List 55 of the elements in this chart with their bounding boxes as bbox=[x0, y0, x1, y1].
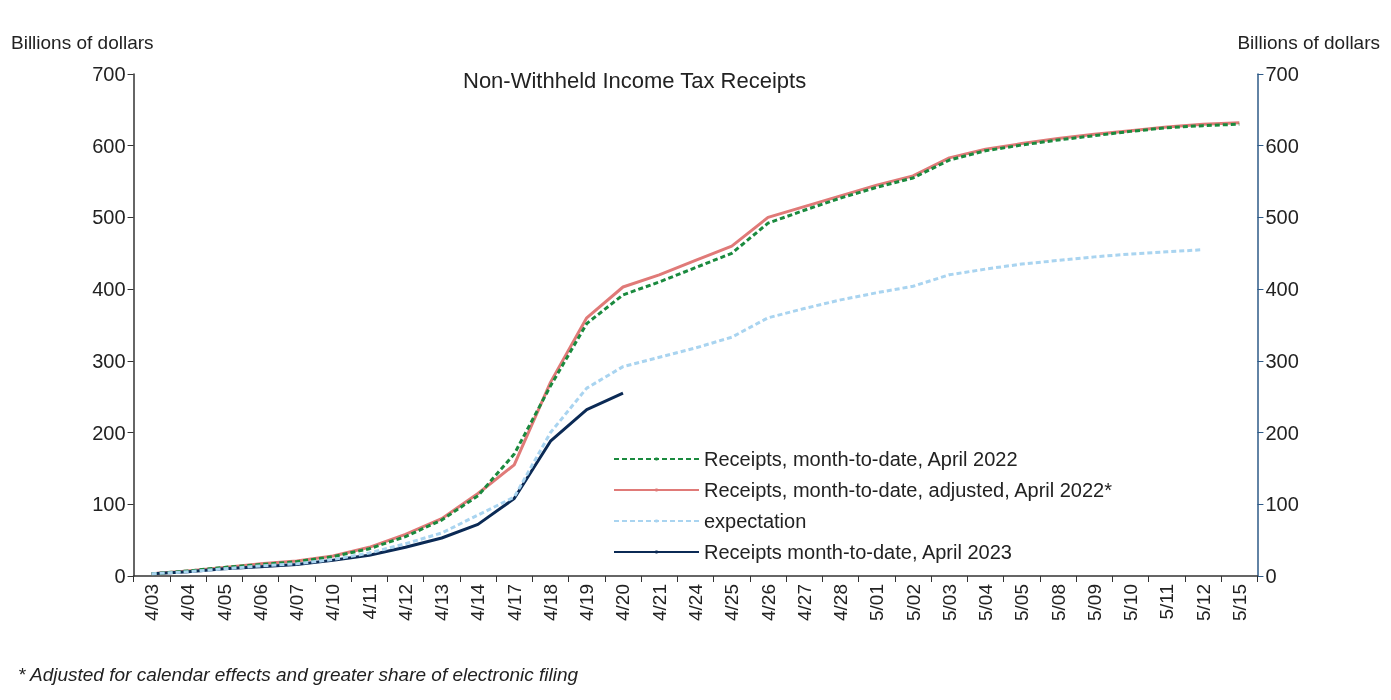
x-tick-label: 5/11 bbox=[1156, 584, 1178, 620]
x-tick-label: 5/15 bbox=[1228, 584, 1250, 621]
legend-label: Receipts, month-to-date, April 2022 bbox=[704, 448, 1018, 470]
x-tick-label: 5/10 bbox=[1120, 584, 1142, 621]
x-tick-label: 4/17 bbox=[503, 584, 525, 621]
y-tick-label: 200 bbox=[92, 421, 126, 444]
legend-label: expectation bbox=[704, 510, 807, 532]
x-tick-label: 4/28 bbox=[830, 584, 852, 621]
x-tick-label: 4/05 bbox=[213, 584, 235, 621]
y2-tick-label: 100 bbox=[1265, 493, 1299, 516]
x-tick-label: 4/11 bbox=[358, 584, 380, 620]
y2-tick-label: 300 bbox=[1265, 349, 1299, 372]
x-tick-label: 4/18 bbox=[539, 584, 561, 621]
y-axis-title: Billions of dollars bbox=[10, 32, 154, 53]
x-tick-label: 4/04 bbox=[177, 583, 199, 621]
x-tick-label: 5/08 bbox=[1047, 584, 1069, 621]
chart-title: Non-Withheld Income Tax Receipts bbox=[463, 67, 807, 93]
x-tick-label: 4/06 bbox=[249, 584, 271, 621]
y2-tick-label: 400 bbox=[1265, 278, 1299, 301]
x-tick-label: 5/04 bbox=[975, 583, 997, 621]
x-tick-label: 4/07 bbox=[286, 584, 308, 621]
y-tick-label: 100 bbox=[92, 493, 126, 516]
x-tick-label: 5/05 bbox=[1011, 584, 1033, 621]
x-tick-label: 5/12 bbox=[1192, 584, 1214, 621]
x-tick-label: 4/13 bbox=[431, 584, 453, 621]
y-tick-label: 600 bbox=[92, 134, 126, 157]
x-tick-label: 4/10 bbox=[322, 584, 344, 621]
y-tick-label: 0 bbox=[114, 565, 126, 587]
x-tick-label: 4/21 bbox=[648, 584, 670, 621]
x-tick-label: 4/19 bbox=[576, 584, 598, 621]
x-tick-label: 4/14 bbox=[467, 583, 489, 621]
x-tick-label: 5/01 bbox=[866, 584, 888, 621]
x-tick-label: 5/09 bbox=[1083, 584, 1105, 621]
y-tick-label: 400 bbox=[92, 278, 126, 301]
x-tick-label: 4/26 bbox=[757, 584, 779, 621]
y2-tick-label: 700 bbox=[1265, 63, 1299, 85]
x-tick-label: 5/02 bbox=[902, 584, 924, 621]
x-tick-label: 4/03 bbox=[141, 584, 163, 621]
y-tick-label: 300 bbox=[92, 349, 126, 372]
y2-tick-label: 600 bbox=[1265, 134, 1299, 157]
x-tick-label: 4/20 bbox=[612, 584, 634, 621]
y2-tick-label: 200 bbox=[1265, 421, 1299, 444]
x-tick-label: 4/24 bbox=[685, 583, 706, 621]
y2-tick-label: 500 bbox=[1265, 206, 1299, 229]
y-tick-label: 500 bbox=[92, 206, 126, 229]
y2-tick-label: 0 bbox=[1265, 565, 1277, 587]
x-tick-label: 4/12 bbox=[394, 584, 416, 621]
y-tick-label: 700 bbox=[92, 63, 126, 85]
y2-axis-title: Billions of dollars bbox=[1237, 32, 1381, 53]
legend-label: Receipts month-to-date, April 2023 bbox=[704, 541, 1012, 563]
x-tick-label: 5/03 bbox=[938, 584, 960, 621]
text: * Adjusted for calendar effects and greater share of electronic filing bbox=[18, 664, 579, 685]
x-tick-label: 4/27 bbox=[793, 584, 815, 621]
x-tick-label: 4/25 bbox=[721, 584, 743, 621]
legend-label: Receipts, month-to-date, adjusted, April 2022* bbox=[704, 479, 1113, 501]
